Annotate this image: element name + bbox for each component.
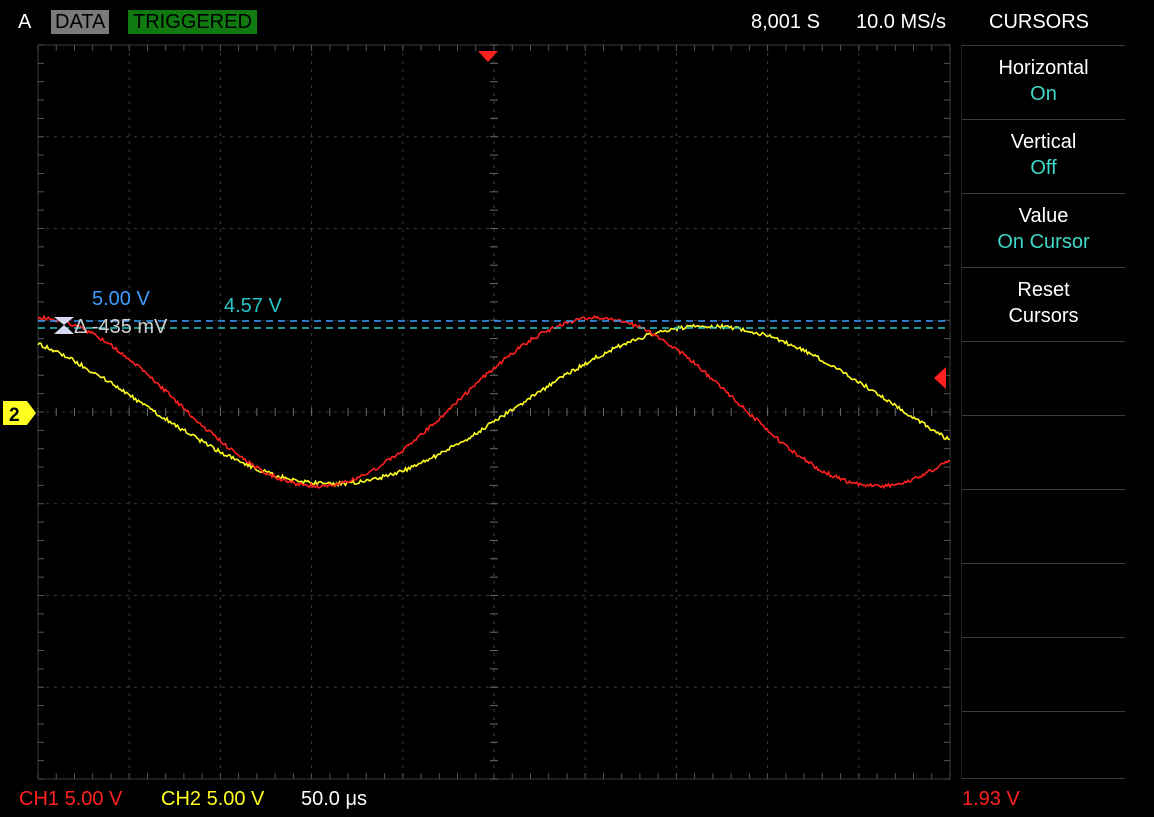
menu-title: CURSORS (989, 11, 1090, 33)
record-length: 8,001 S (751, 11, 820, 33)
ch1-scale: CH1 5.00 V (19, 788, 123, 810)
trigger-position-icon[interactable] (478, 51, 498, 62)
cursor-b-readout: 4.57 V (224, 295, 282, 317)
menu-slot-9[interactable] (962, 637, 1125, 711)
menu-label-line2: Cursors (1008, 305, 1079, 327)
vertical-cursor-button[interactable]: Vertical Off (962, 119, 1125, 193)
menu-slot-8[interactable] (962, 563, 1125, 637)
menu-value: On Cursor (997, 231, 1090, 253)
menu-label: Vertical (1010, 131, 1077, 153)
ch2-scale: CH2 5.00 V (161, 788, 265, 810)
status-bar: A DATA TRIGGERED 8,001 S 10.0 MS/s CURSO… (0, 0, 1154, 44)
menu-label: Value (1018, 205, 1069, 227)
menu-label: Reset (1017, 279, 1070, 301)
cursor-a-readout: 5.00 V (92, 288, 150, 310)
cursor-menu: Horizontal On Vertical Off Value On Curs… (961, 45, 1125, 779)
menu-value: On (1030, 83, 1057, 105)
menu-label: Horizontal (998, 57, 1089, 79)
menu-slot-10[interactable] (962, 711, 1125, 779)
graticule (37, 44, 951, 780)
menu-slot-6[interactable] (962, 415, 1125, 489)
trigger-level-readout: 1.93 V (962, 788, 1020, 810)
sample-rate: 10.0 MS/s (856, 11, 947, 33)
cursor-delta-readout: Δ -435 mV (74, 316, 168, 338)
menu-slot-5[interactable] (962, 341, 1125, 415)
trigger-status-badge: TRIGGERED (128, 10, 257, 34)
menu-slot-7[interactable] (962, 489, 1125, 563)
timebase: 50.0 μs (301, 788, 368, 810)
menu-value: Off (1030, 157, 1057, 179)
waveform-display[interactable]: 2 (0, 0, 960, 817)
value-button[interactable]: Value On Cursor (962, 193, 1125, 267)
cursor-hourglass-icon[interactable] (54, 317, 74, 334)
ch1-waveform (37, 314, 951, 490)
reset-cursors-button[interactable]: Reset Cursors (962, 267, 1125, 341)
ch2-ground-marker[interactable]: 2 (3, 401, 36, 426)
svg-text:2: 2 (9, 405, 20, 426)
acquisition-label: A (18, 11, 32, 33)
data-badge: DATA (51, 10, 110, 34)
trigger-level-icon[interactable] (934, 367, 946, 389)
horizontal-cursor-button[interactable]: Horizontal On (962, 45, 1125, 119)
ch2-waveform (37, 322, 951, 488)
